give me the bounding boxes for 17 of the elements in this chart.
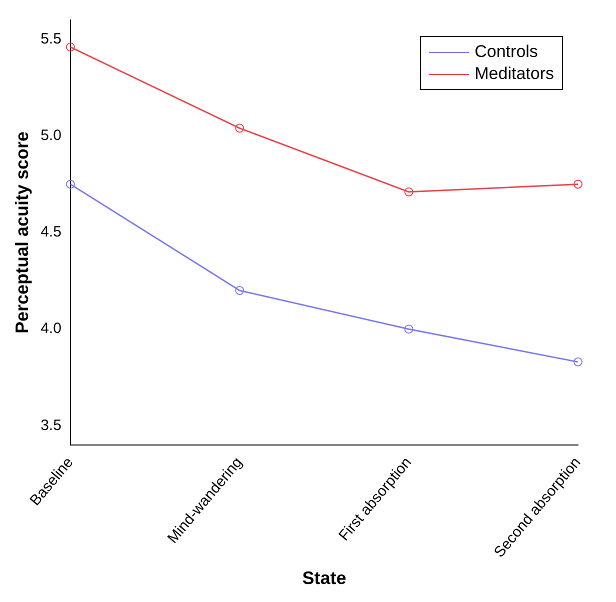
y-tick-label: 5.5 <box>40 30 62 48</box>
x-axis-title: State <box>302 568 346 588</box>
y-tick-label: 3.5 <box>40 416 62 434</box>
point <box>404 324 414 334</box>
y-tick-label: 5.0 <box>40 127 62 144</box>
legend-label: Meditators <box>474 63 554 85</box>
point <box>404 187 414 196</box>
y-tick-label: 4.5 <box>40 224 62 241</box>
point <box>574 180 582 189</box>
point <box>66 180 75 189</box>
point <box>66 42 75 52</box>
y-tick-label: 4.0 <box>40 320 62 338</box>
point <box>235 286 244 295</box>
point <box>574 357 582 366</box>
legend-label: Controls <box>474 41 538 63</box>
point <box>235 124 244 133</box>
y-axis-title: Perceptual acuity score <box>12 131 32 334</box>
